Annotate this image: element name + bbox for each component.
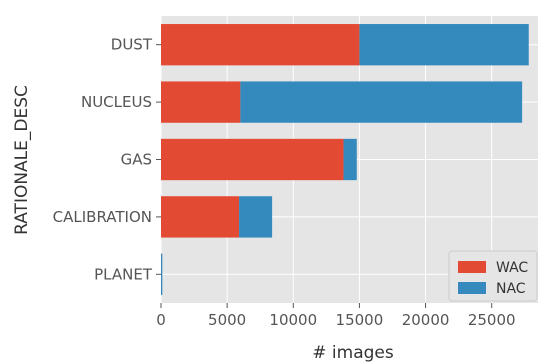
x-axis: 0 5000 10000 15000 20000 25000 [156, 303, 516, 329]
y-tick-label: CALIBRATION [53, 208, 152, 226]
bar-nac-calibration [239, 196, 273, 238]
x-tick-label: 5000 [208, 311, 246, 329]
legend-swatch-wac [458, 261, 486, 273]
x-tick-label: 0 [156, 311, 166, 329]
y-tick-label: NUCLEUS [81, 93, 152, 111]
bar-nac-nucleus [240, 81, 523, 123]
bar-wac-dust [161, 24, 360, 66]
bar-nac-gas [343, 138, 357, 181]
x-tick-label: 10000 [269, 311, 317, 329]
y-tick-label: DUST [111, 36, 153, 54]
bars [161, 24, 529, 295]
bar-wac-gas [161, 138, 344, 181]
y-axis: DUST NUCLEUS GAS CALIBRATION PLANET [53, 36, 161, 283]
y-tick-label: GAS [121, 151, 152, 169]
bar-nac-dust [359, 24, 529, 66]
x-tick-label: 15000 [336, 311, 384, 329]
bar-wac-nucleus [161, 81, 241, 123]
y-axis-label: RATIONALE_DESC [12, 85, 32, 235]
legend-label-nac: NAC [496, 281, 526, 297]
legend-swatch-nac [458, 282, 486, 294]
bar-wac-calibration [161, 196, 240, 238]
bar-nac-planet [161, 253, 163, 295]
legend-label-wac: WAC [496, 260, 528, 276]
y-tick-label: PLANET [94, 265, 153, 283]
x-tick-label: 25000 [468, 311, 516, 329]
legend: WAC NAC [448, 250, 538, 302]
x-axis-label: # images [312, 343, 394, 362]
x-tick-label: 20000 [402, 311, 450, 329]
